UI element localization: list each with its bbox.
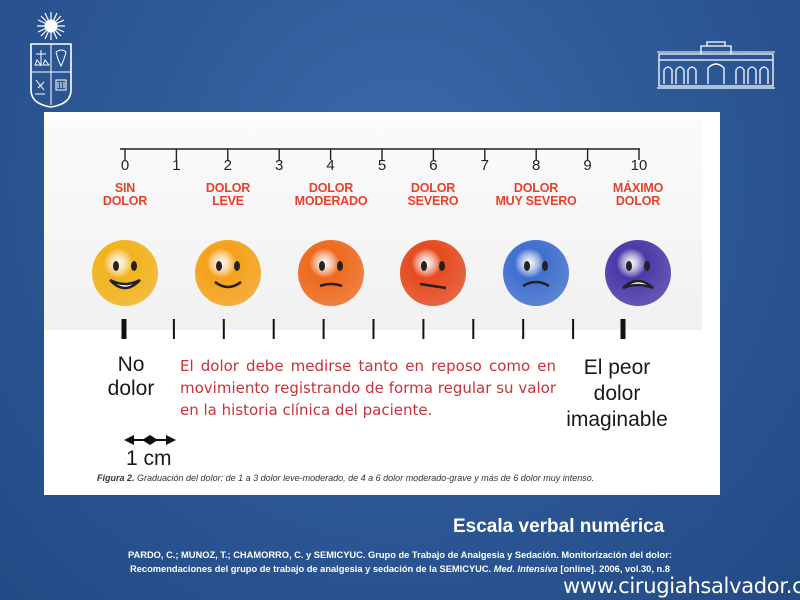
ruler-number: 1 [172, 157, 180, 174]
university-crest-logo [30, 12, 72, 108]
worst-pain-label: El peor dolor imaginable [566, 356, 668, 431]
pain-category-label: MÁXIMO DOLOR [612, 181, 664, 208]
ruler-number: 8 [532, 157, 540, 174]
pain-category-label: DOLOR MUY SEVERO [495, 181, 577, 208]
ruler-number: 3 [275, 157, 283, 174]
numeric-ruler: 0 1 2 3 4 5 6 7 8 9 10 [120, 148, 648, 174]
bibliographic-reference: PARDO, C.; MUNOZ, T.; CHAMORRO, C. y SEM… [128, 550, 672, 574]
pain-face-icon [400, 240, 466, 306]
pain-face-icon [503, 240, 569, 306]
pain-scale-photo: 0 1 2 3 4 5 6 7 8 9 10 SIN DOLOR DOLOR LEVE DOLOR MODER… [44, 120, 702, 330]
pain-face-icon [298, 240, 364, 306]
pain-category-label: DOLOR SEVERO [407, 181, 459, 208]
pain-category-label: DOLOR LEVE [205, 181, 251, 208]
website-url[interactable]: www.cirugiahsalvador.cl [563, 574, 800, 598]
ruler-number: 9 [583, 157, 591, 174]
ruler-number: 10 [631, 157, 648, 174]
pain-face-icon [92, 240, 158, 306]
ruler-number: 6 [429, 157, 437, 174]
pain-scale-figure: 0 1 2 3 4 5 6 7 8 9 10 SIN DOLOR DOLOR LEVE DOLOR MODER… [44, 112, 720, 495]
faculty-building-logo [657, 41, 775, 89]
measurement-note: El dolor debe medirse tanto en reposo co… [180, 357, 556, 419]
slide-title: Escala verbal numérica [453, 516, 665, 537]
pain-category-label: DOLOR MODERADO [294, 181, 368, 208]
scale-length-label: 1 cm [126, 447, 172, 470]
ruler-number: 2 [224, 157, 232, 174]
centimeter-ticks [121, 319, 626, 339]
pain-category-label: SIN DOLOR [102, 181, 148, 208]
figure-caption: Figura 2. Graduación del dolor: de 1 a 3… [97, 473, 595, 483]
ruler-number: 5 [378, 157, 386, 174]
ruler-number: 7 [481, 157, 489, 174]
scale-arrow-icon [124, 435, 176, 445]
pain-face-icon [605, 240, 671, 306]
ruler-number: 0 [121, 157, 129, 174]
pain-face-icon [195, 240, 261, 306]
ruler-number: 4 [326, 157, 334, 174]
no-pain-label: No dolor [107, 353, 155, 400]
